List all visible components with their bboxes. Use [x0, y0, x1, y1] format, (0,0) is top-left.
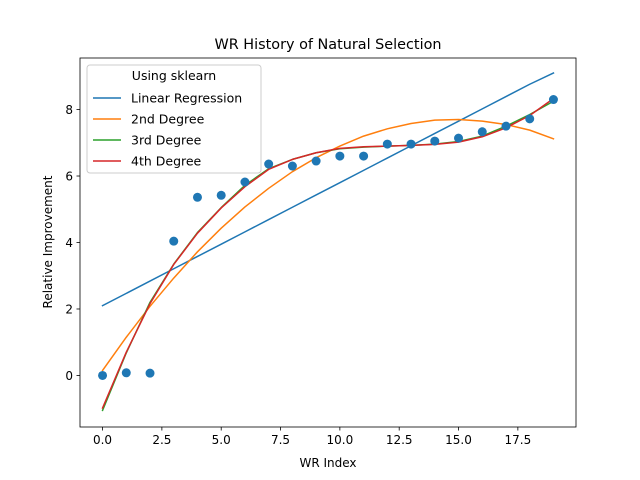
x-tick-label: 15.0 [445, 433, 472, 447]
series-line-2 [101, 118, 555, 372]
data-point [240, 177, 250, 187]
x-tick-label: 0.0 [93, 433, 112, 447]
legend-label: 2nd Degree [131, 112, 205, 127]
series-line-1 [101, 71, 555, 307]
y-tick-label: 6 [65, 169, 73, 183]
legend-title: Using sklearn [132, 68, 216, 83]
legend-entries: Linear Regression 2nd Degree 3rd Degree 4th… [93, 91, 242, 169]
data-point [335, 151, 345, 161]
data-point [98, 370, 108, 380]
x-axis-label: WR Index [299, 456, 356, 470]
y-tick-label: 2 [65, 302, 73, 316]
chart-title: WR History of Natural Selection [215, 37, 442, 53]
series-layer [101, 71, 555, 412]
y-axis: 0 2 4 6 8 [65, 103, 80, 383]
legend: Using sklearn Linear Regression 2nd Degre… [86, 64, 262, 174]
legend-box [86, 64, 262, 174]
data-point [406, 139, 416, 149]
data-point [548, 95, 558, 105]
data-point [359, 151, 369, 161]
y-tick-label: 4 [65, 236, 73, 250]
x-tick-label: 2.5 [152, 433, 171, 447]
y-axis-label: Relative Improvement [41, 175, 55, 308]
x-tick-label: 17.5 [504, 433, 531, 447]
data-point [454, 133, 464, 143]
series-line-4 [101, 97, 555, 410]
x-tick-label: 10.0 [327, 433, 354, 447]
data-point [121, 368, 131, 378]
data-point [287, 161, 297, 171]
legend-label: Linear Regression [131, 91, 242, 106]
x-tick-label: 7.5 [271, 433, 290, 447]
x-tick-label: 12.5 [386, 433, 413, 447]
y-tick-label: 0 [65, 369, 73, 383]
data-point [477, 127, 487, 137]
data-point [525, 114, 535, 124]
data-point [430, 136, 440, 146]
data-point [192, 192, 202, 202]
scatter-points [98, 95, 558, 380]
data-point [311, 156, 321, 166]
data-point [216, 190, 226, 200]
data-point [501, 121, 511, 131]
y-tick-label: 8 [65, 103, 73, 117]
legend-label: 3rd Degree [131, 133, 202, 148]
data-point [382, 139, 392, 149]
data-point [145, 368, 155, 378]
x-tick-label: 5.0 [212, 433, 231, 447]
data-point [264, 159, 274, 169]
legend-label: 4th Degree [131, 154, 202, 169]
x-axis: 0.0 2.5 5.0 7.5 10.0 12.5 15.0 17.5 [93, 427, 531, 447]
data-point [169, 236, 179, 246]
